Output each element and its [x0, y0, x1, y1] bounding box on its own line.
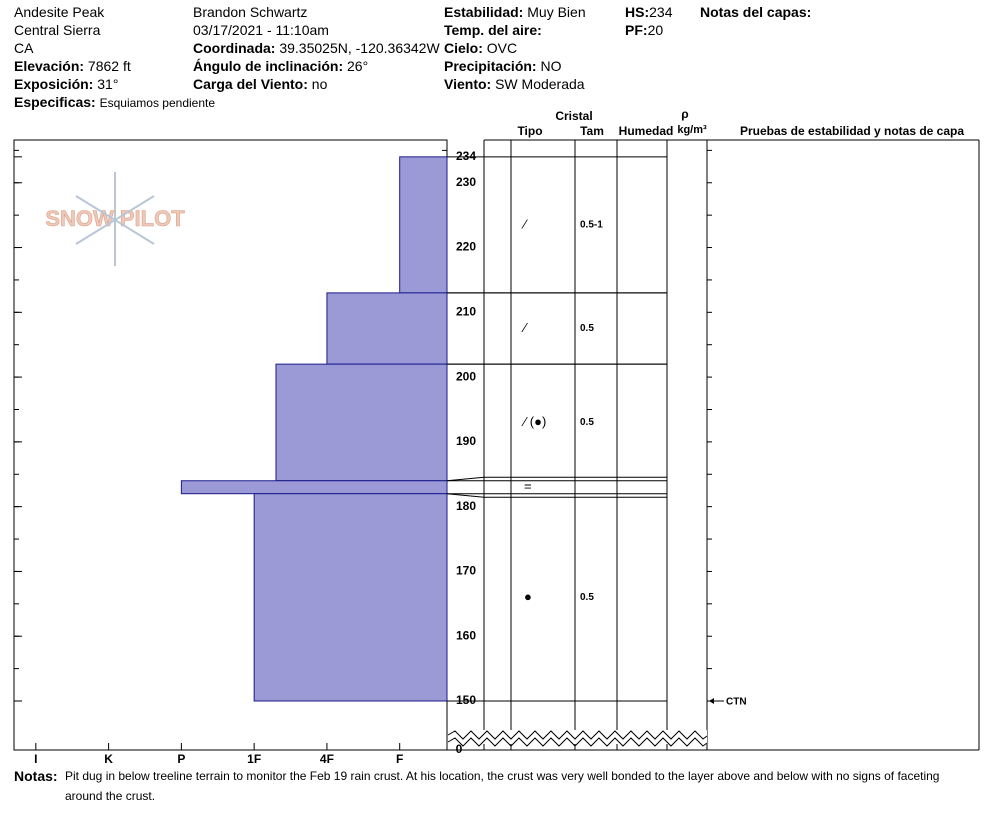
field-value: Esquiamos pendiente	[99, 96, 216, 110]
field-label: Cielo:	[444, 40, 483, 56]
hardness-bar	[253, 493, 448, 702]
field-value: 20	[647, 22, 664, 38]
density-header: ρ	[681, 107, 688, 121]
crystal-header: Cristal	[555, 109, 592, 123]
field-label: Carga del Viento:	[193, 76, 308, 92]
test-result: CTN	[726, 697, 747, 708]
y-tick-label: 0	[456, 742, 463, 756]
grain-size: 0.5	[580, 417, 594, 428]
grain-size: 0.5	[580, 323, 594, 334]
location: CA	[14, 40, 34, 56]
observer: Brandon Schwartz	[193, 4, 308, 20]
field-value: 7862 ft	[87, 58, 131, 74]
axis-break	[447, 730, 708, 747]
notes-label: Notas:	[14, 768, 58, 784]
layer-connector	[446, 476, 485, 482]
field-label: Viento:	[444, 76, 492, 92]
notes: Notas: Pit dug in below treeline terrain…	[14, 766, 974, 806]
location: Andesite Peak	[14, 4, 105, 20]
y-tick-label: 230	[456, 175, 476, 189]
field-label: Temp. del aire:	[444, 22, 542, 38]
field-value: Muy Bien	[527, 4, 586, 20]
column-header: Pruebas de estabilidad y notas de capa	[740, 124, 964, 138]
datetime: 03/17/2021 - 11:10am	[193, 22, 329, 38]
col2: Brandon Schwartz 03/17/2021 - 11:10am Co…	[193, 3, 440, 93]
notes-text: Pit dug in below treeline terrain to mon…	[65, 769, 940, 803]
field-label: Coordinada:	[193, 40, 276, 56]
col1: Andesite Peak Central Sierra CA Elevació…	[14, 3, 215, 112]
test-arrowhead	[709, 698, 714, 704]
grain-type: ●	[524, 589, 532, 604]
field-value: SW Moderada	[495, 76, 585, 92]
table-columns	[483, 140, 980, 750]
hardness-bar	[326, 292, 448, 365]
field-value: NO	[540, 58, 562, 74]
grain-type: ⁄	[521, 216, 528, 231]
y-tick-label: 170	[456, 564, 476, 578]
hardness-bar	[275, 363, 448, 482]
y-tick-label: 200	[456, 369, 476, 383]
col4: HS:234 PF:20	[625, 3, 672, 39]
column-header: Tam	[580, 124, 604, 138]
field-label: Elevación:	[14, 58, 85, 74]
x-tick-label: I	[34, 752, 37, 766]
y-tick-label: 234	[456, 149, 476, 163]
logo-flake	[75, 172, 155, 266]
field-value: 234	[649, 4, 673, 20]
field-value: 39.35025N, -120.36342W	[279, 40, 440, 56]
field-value: 31°	[97, 76, 119, 92]
grain-size: 0.5-1	[580, 220, 603, 231]
x-tick-label: 4F	[320, 752, 334, 766]
field-value: 26°	[347, 58, 369, 74]
x-tick-label: K	[104, 752, 113, 766]
field-label: Ángulo de inclinación:	[193, 58, 344, 74]
y-tick-label: 150	[456, 693, 476, 707]
grain-size: 0.5	[580, 592, 594, 603]
field-label: Precipitación:	[444, 58, 537, 74]
layer-notes-label: Notas del capas:	[700, 4, 812, 20]
density-unit: kg/m³	[677, 124, 707, 136]
field-label: Estabilidad:	[444, 4, 524, 20]
field-label: PF:	[625, 22, 648, 38]
hardness-bar	[180, 480, 448, 495]
grain-type: =	[524, 479, 532, 494]
column-header: Tipo	[517, 124, 542, 138]
grain-type: ⁄ (●)	[521, 414, 546, 429]
x-tick-label: P	[177, 752, 185, 766]
field-label: HS:	[625, 4, 650, 20]
y-tick-label: 160	[456, 628, 476, 642]
location: Central Sierra	[14, 22, 101, 38]
x-tick-label: 1F	[247, 752, 261, 766]
column-header: Humedad	[619, 124, 674, 138]
field-value: no	[311, 76, 328, 92]
y-tick-label: 190	[456, 434, 476, 448]
field-label: Especificas:	[14, 94, 96, 110]
layer-connector	[446, 493, 485, 498]
y-tick-label: 210	[456, 304, 476, 318]
x-tick-label: F	[396, 752, 403, 766]
y-tick-label: 220	[456, 240, 476, 254]
grain-type: ⁄	[521, 320, 528, 335]
field-label: Exposición:	[14, 76, 94, 92]
hardness-bar	[399, 156, 448, 294]
col3: Estabilidad: Muy Bien Temp. del aire: Ci…	[444, 3, 586, 93]
y-tick-label: 180	[456, 499, 476, 513]
field-value: OVC	[486, 40, 518, 56]
